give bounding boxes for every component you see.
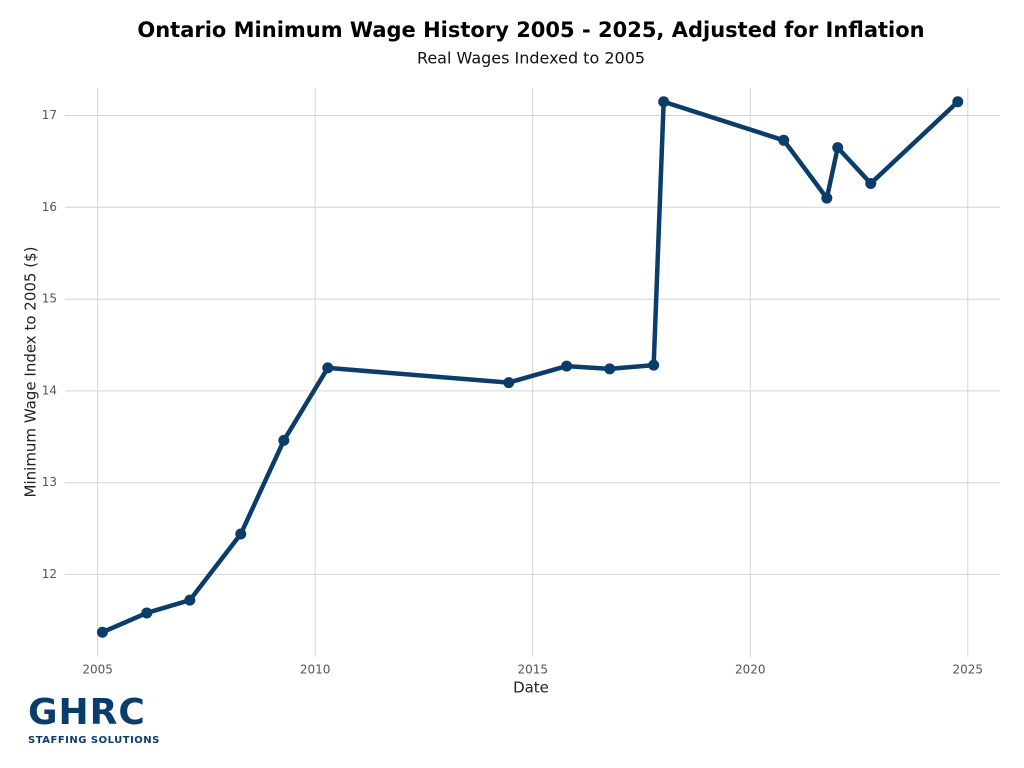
x-tick-label: 2015 (517, 663, 548, 677)
data-point (322, 362, 334, 374)
data-point (96, 626, 108, 638)
x-axis-label: Date (513, 679, 549, 697)
data-point (658, 96, 670, 108)
logo-tagline: STAFFING SOLUTIONS (28, 735, 160, 746)
y-tick-label: 16 (42, 200, 57, 214)
data-point (561, 360, 573, 372)
x-tick-label: 2010 (300, 663, 331, 677)
data-point (648, 359, 660, 371)
data-point (278, 434, 290, 446)
data-point (832, 142, 844, 154)
data-point (821, 192, 833, 204)
y-axis-label: Minimum Wage Index to 2005 ($) (22, 247, 40, 498)
y-tick-label: 17 (42, 108, 57, 122)
x-tick-label: 2020 (735, 663, 766, 677)
y-tick-label: 13 (42, 475, 57, 489)
series-line (101, 99, 960, 635)
logo-name: GHRC (28, 692, 146, 733)
data-point (184, 594, 196, 606)
x-tick-label: 2005 (82, 663, 113, 677)
data-point (952, 96, 964, 108)
y-tick-label: 12 (42, 567, 57, 581)
x-tick-label: 2025 (953, 663, 984, 677)
data-point (865, 177, 877, 189)
data-point (778, 134, 790, 146)
data-point (604, 363, 616, 375)
chart-title: Ontario Minimum Wage History 2005 - 2025… (137, 18, 924, 42)
data-point (235, 528, 247, 540)
data-point (141, 607, 153, 619)
y-tick-label: 14 (42, 383, 57, 397)
data-point (503, 377, 515, 389)
chart-subtitle: Real Wages Indexed to 2005 (417, 49, 645, 68)
y-tick-label: 15 (42, 292, 57, 306)
